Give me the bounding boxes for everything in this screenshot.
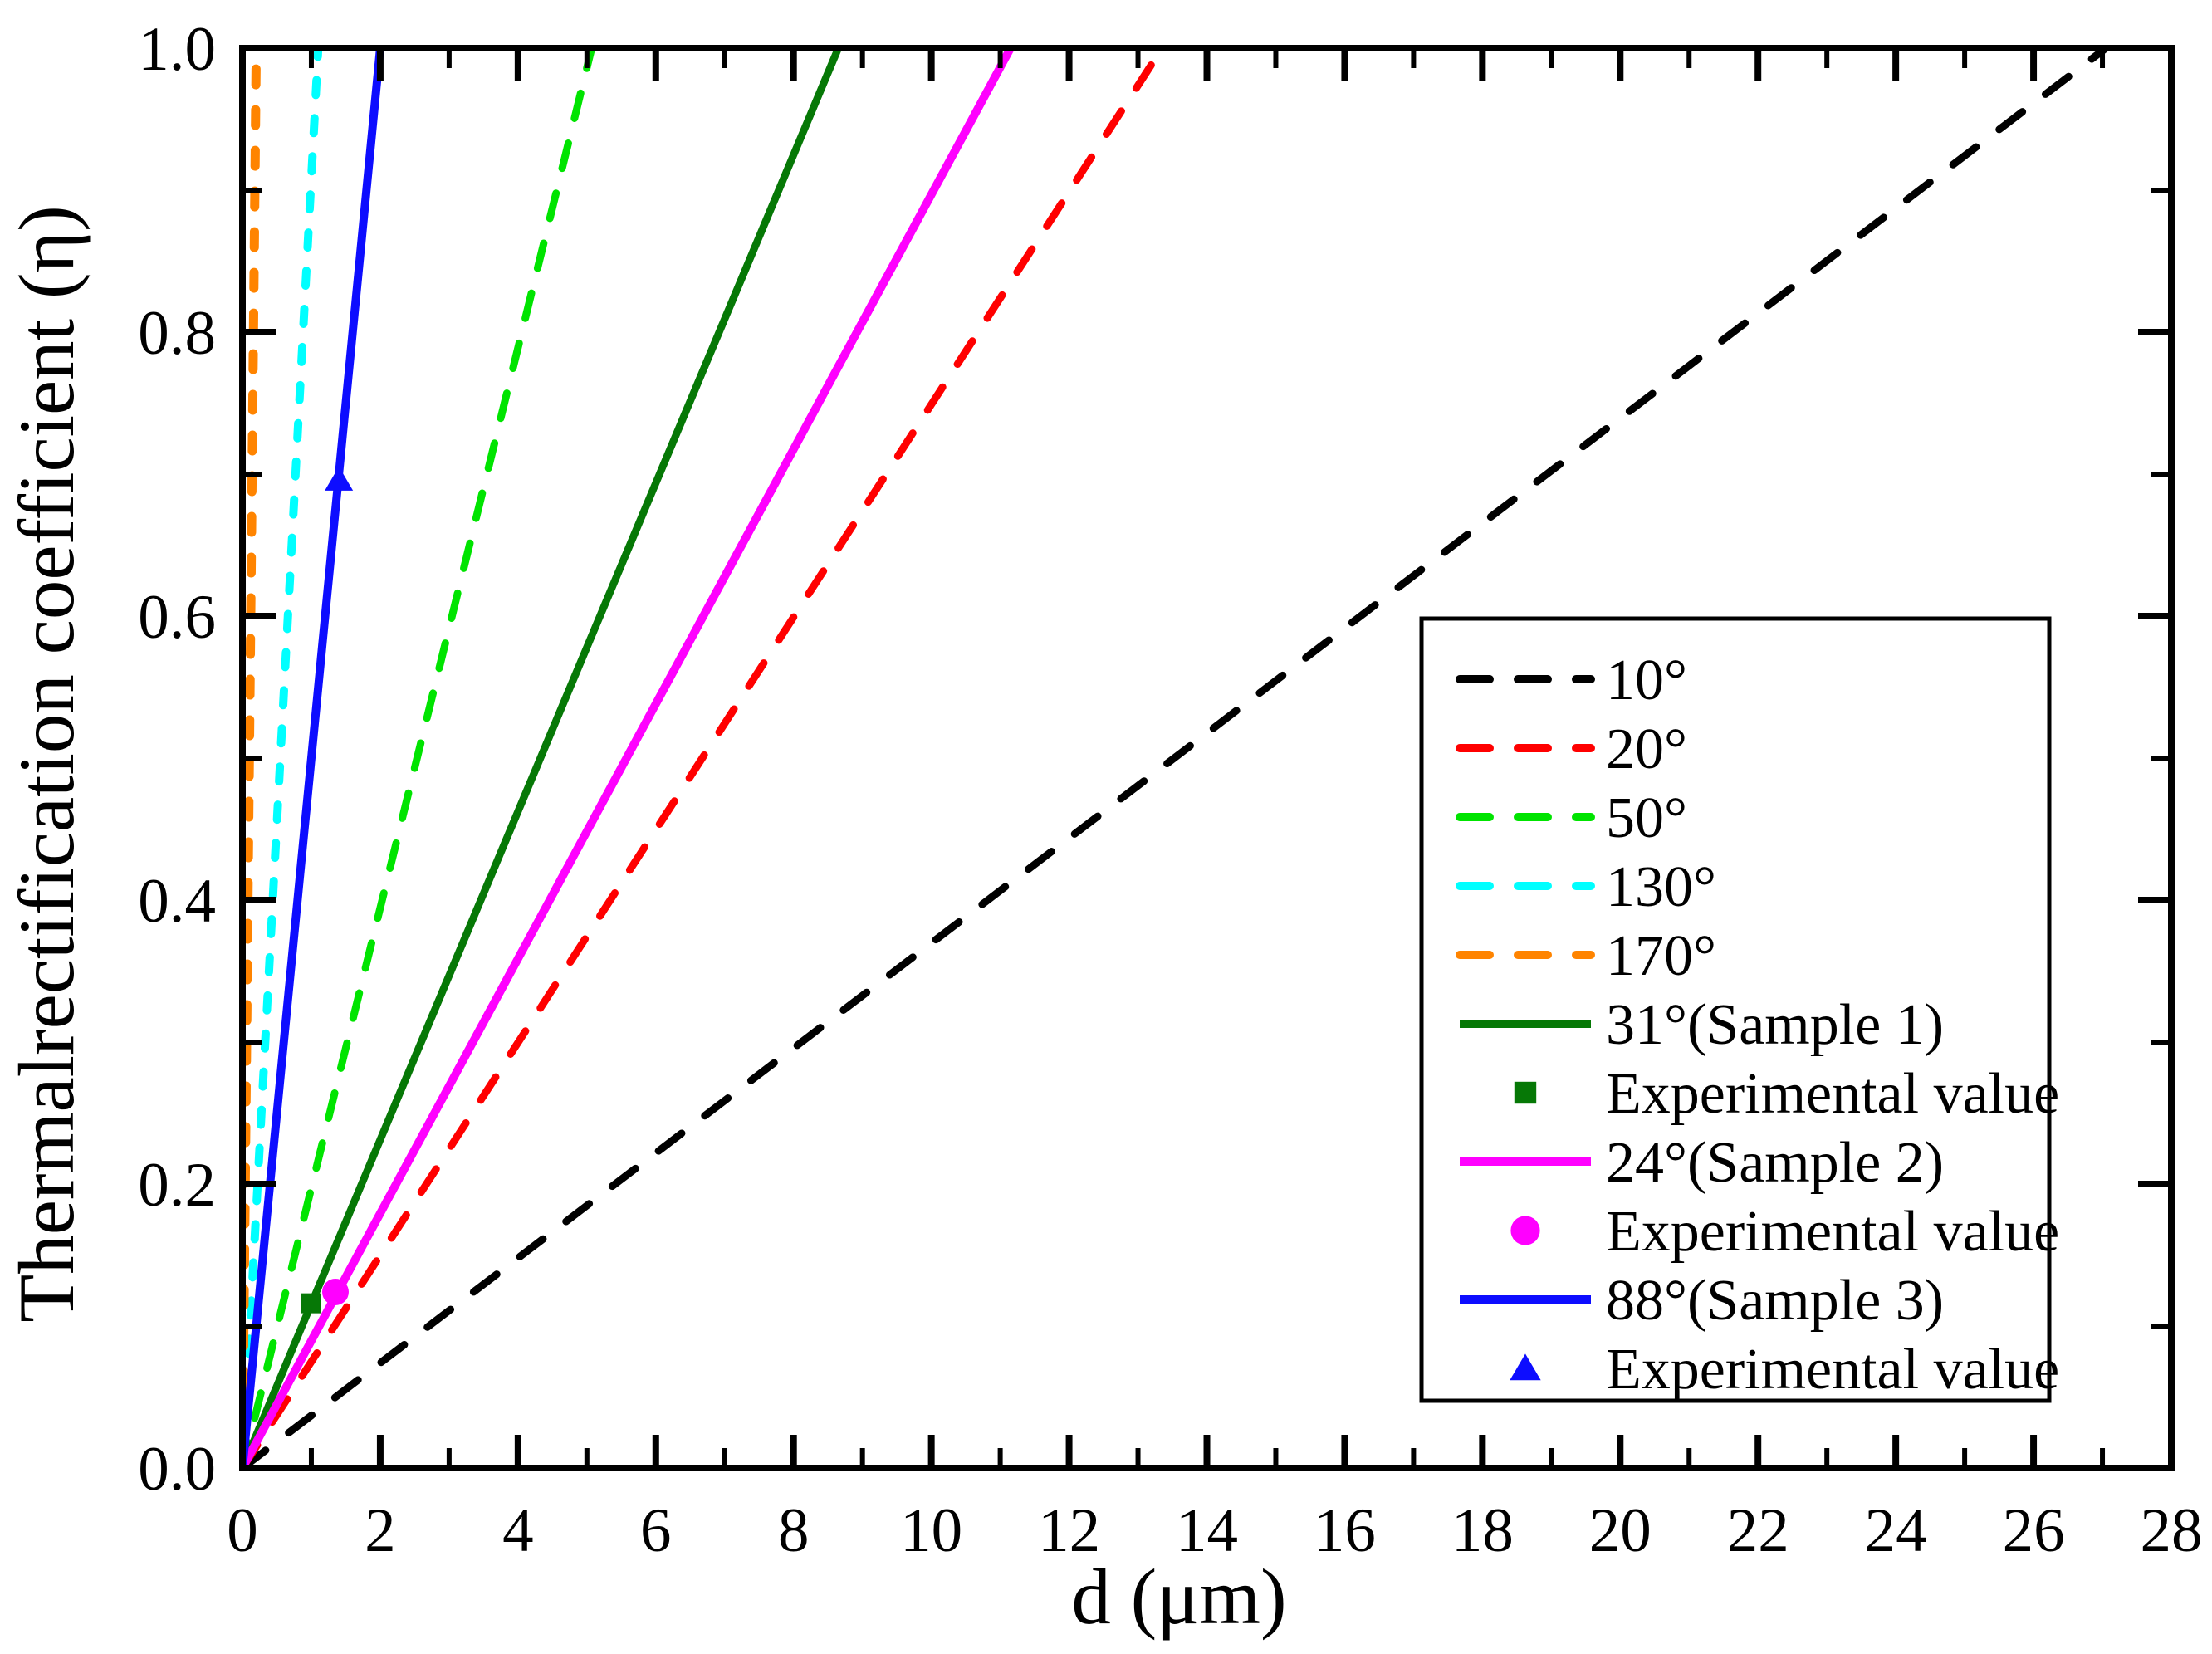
legend-label: 24°(Sample 2) [1606, 1131, 1944, 1195]
legend-entry: 170° [1456, 924, 1716, 988]
y-tick-label: 0.0 [138, 1435, 216, 1504]
square-marker [1514, 1081, 1537, 1104]
legend-entry: Experimental value [1510, 1338, 2059, 1402]
triangle-marker [1510, 1353, 1541, 1381]
legend-label: 20° [1606, 717, 1687, 781]
series-line-20° [242, 48, 1167, 1468]
legend-entry: 24°(Sample 2) [1460, 1131, 1944, 1195]
legend-entry: 10° [1456, 648, 1687, 712]
series-line-50° [242, 48, 596, 1468]
x-tick-label: 24 [1865, 1496, 1927, 1565]
legend-label: Experimental value [1606, 1200, 2059, 1264]
x-tick-label: 26 [2003, 1496, 2065, 1565]
legend-label: Experimental value [1606, 1062, 2059, 1126]
y-tick-label: 1.0 [138, 15, 216, 84]
y-tick-label: 0.4 [138, 867, 216, 936]
circle-marker [1510, 1216, 1540, 1245]
series-line-24°(Sample 2) [242, 48, 1015, 1468]
x-tick-label: 2 [365, 1496, 396, 1565]
legend-entry: 130° [1456, 855, 1716, 919]
x-tick-label: 18 [1451, 1496, 1514, 1565]
series-line-10° [242, 48, 2110, 1468]
legend-entry: 31°(Sample 1) [1460, 993, 1944, 1057]
x-tick-label: 22 [1727, 1496, 1789, 1565]
x-tick-label: 4 [502, 1496, 534, 1565]
triangle-marker [325, 466, 354, 491]
x-tick-label: 0 [227, 1496, 258, 1565]
x-tick-label: 14 [1176, 1496, 1238, 1565]
legend-entry: 20° [1456, 717, 1687, 781]
legend-entry: 88°(Sample 3) [1460, 1269, 1944, 1333]
x-axis-title: d (μm) [1071, 1553, 1286, 1641]
x-tick-label: 10 [900, 1496, 962, 1565]
square-marker [301, 1293, 321, 1314]
y-tick-label: 0.8 [138, 299, 216, 368]
y-axis-title: Thermalrectification coefficient (η) [2, 205, 91, 1323]
series-line-31°(Sample 1) [242, 48, 842, 1468]
legend-label: 50° [1606, 786, 1687, 850]
circle-marker [322, 1278, 350, 1305]
series-line-88°(Sample 3) [242, 48, 384, 1468]
x-tick-label: 8 [778, 1496, 810, 1565]
legend-entry: Experimental value [1510, 1200, 2059, 1264]
legend-label: 130° [1606, 855, 1716, 919]
x-tick-label: 28 [2141, 1496, 2203, 1565]
x-tick-label: 16 [1314, 1496, 1376, 1565]
series-line-130° [242, 48, 323, 1468]
legend: 10°20°50°130°170°31°(Sample 1)Experiment… [1419, 616, 2059, 1403]
legend-label: 170° [1606, 924, 1716, 988]
x-tick-label: 12 [1038, 1496, 1100, 1565]
legend-label: Experimental value [1606, 1338, 2059, 1402]
legend-entry: Experimental value [1514, 1062, 2059, 1126]
axis-ticks [239, 45, 2175, 1471]
legend-label: 10° [1606, 648, 1687, 712]
legend-entry: 50° [1456, 786, 1687, 850]
x-tick-label: 6 [640, 1496, 672, 1565]
y-tick-label: 0.2 [138, 1151, 216, 1220]
y-tick-label: 0.6 [138, 583, 216, 652]
legend-label: 88°(Sample 3) [1606, 1269, 1944, 1333]
legend-label: 31°(Sample 1) [1606, 993, 1944, 1057]
x-tick-label: 20 [1589, 1496, 1652, 1565]
axis-tick-labels: 0 2 4 6 8 10 12 14 16 18 20 22 24 26 280.00.20.40.60.8… [138, 15, 2202, 1565]
data-markers [301, 466, 354, 1314]
